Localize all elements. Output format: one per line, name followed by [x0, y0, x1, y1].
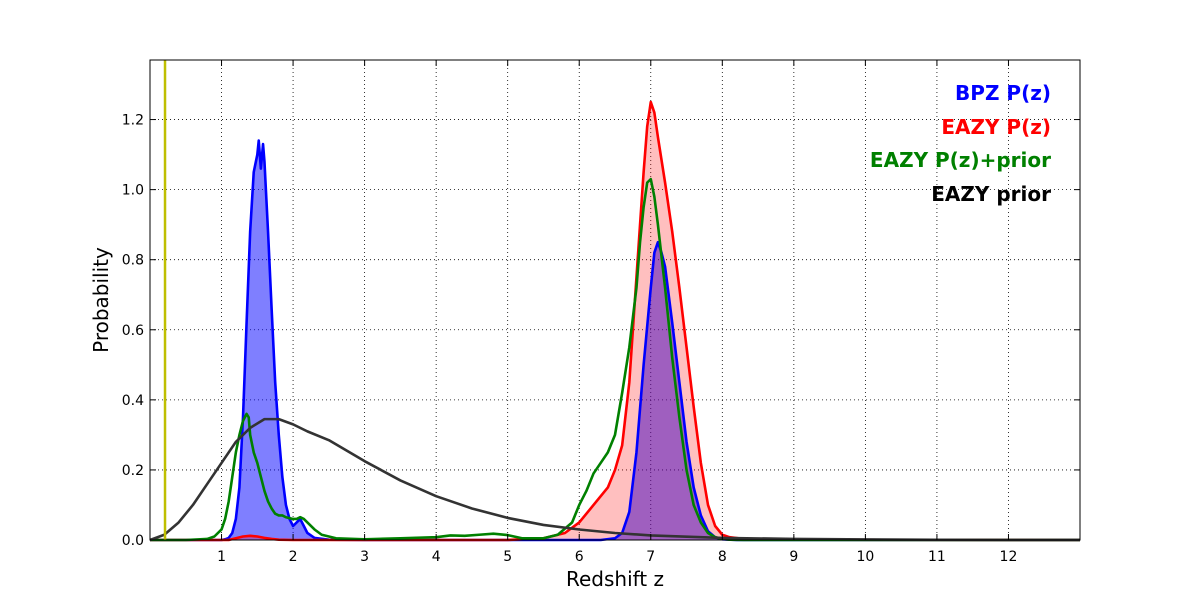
plot-background — [150, 60, 1080, 540]
x-tick-labels: 1 2 3 4 5 6 7 8 9 10 11 12 — [217, 549, 1017, 565]
legend-label-eazy-prior-combined: EAZY P(z)+prior — [870, 148, 1051, 172]
x-tick-label: 6 — [575, 549, 584, 565]
x-tick-label: 3 — [360, 549, 369, 565]
y-tick-labels: 0.0 0.2 0.4 0.6 0.8 1.0 1.2 — [122, 113, 144, 549]
x-tick-label: 2 — [289, 549, 298, 565]
series-line-eazy-p-z — [150, 100, 1081, 542]
axis-ticks — [150, 60, 1080, 541]
y-tick-label: 0.0 — [122, 533, 144, 549]
x-tick-label: 5 — [503, 549, 512, 565]
y-axis-title: Probability — [89, 247, 113, 353]
series-fill-bpz-p-z — [150, 140, 1080, 540]
x-tick-label: 1 — [217, 549, 226, 565]
x-tick-label: 4 — [432, 549, 441, 565]
series-line-eazy-prior — [149, 417, 1081, 542]
y-tick-label: 1.2 — [122, 113, 144, 129]
legend-label-eazy: EAZY P(z) — [941, 115, 1051, 139]
x-axis-title: Redshift z — [566, 567, 664, 591]
plot-frame — [149, 59, 1081, 541]
y-tick-label: 1.0 — [122, 183, 144, 199]
legend: BPZ P(z) EAZY P(z) EAZY P(z)+prior EAZY … — [870, 81, 1051, 206]
y-tick-label: 0.6 — [122, 323, 144, 339]
series-line-eazy-p-z-prior — [150, 177, 1080, 542]
series-lines — [149, 100, 1081, 542]
x-tick-label: 7 — [646, 549, 655, 565]
x-tick-label: 9 — [789, 549, 798, 565]
legend-label-eazy-prior: EAZY prior — [931, 182, 1051, 206]
x-tick-label: 8 — [718, 549, 727, 565]
x-tick-label: 11 — [928, 549, 946, 565]
y-tick-label: 0.8 — [122, 253, 144, 269]
legend-label-bpz: BPZ P(z) — [955, 81, 1051, 105]
series-fills — [150, 102, 1080, 540]
y-tick-label: 0.2 — [122, 463, 144, 479]
x-tick-label: 12 — [1000, 549, 1018, 565]
y-tick-label: 0.4 — [122, 393, 144, 409]
series-line-bpz-p-z — [150, 139, 1080, 542]
x-tick-label: 10 — [856, 549, 874, 565]
